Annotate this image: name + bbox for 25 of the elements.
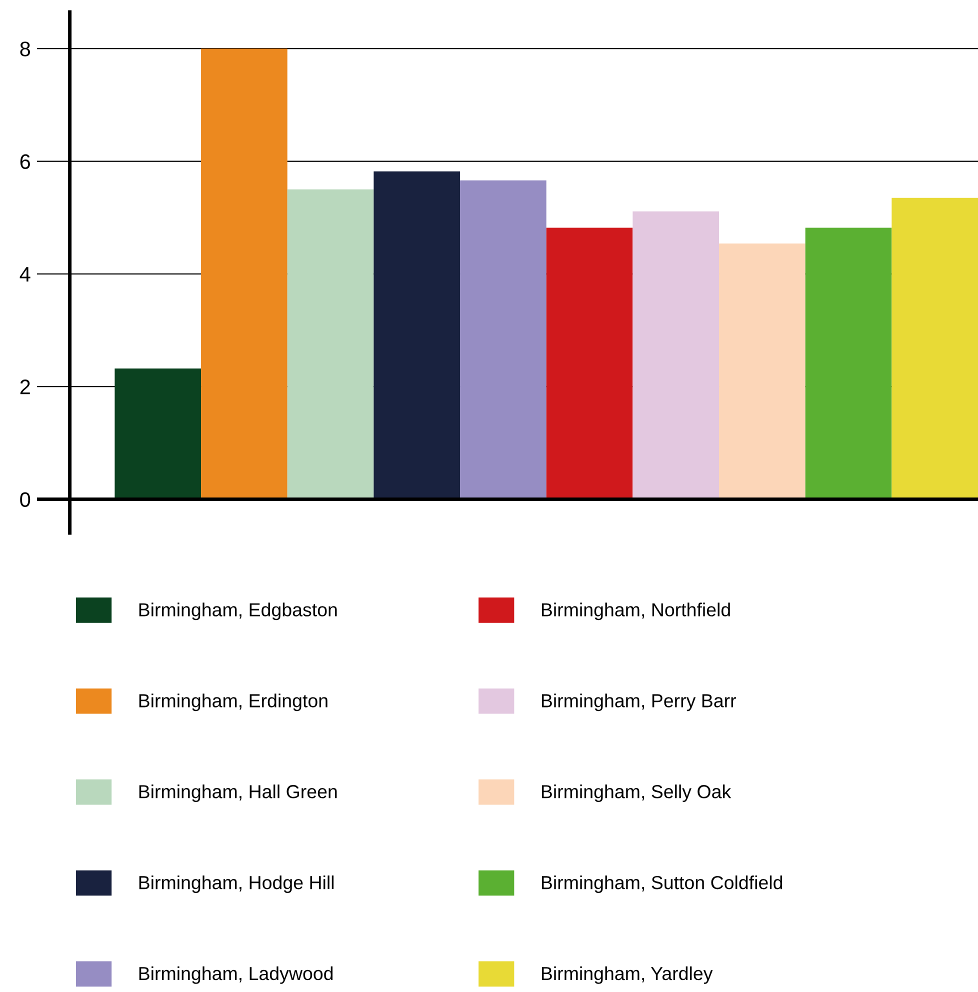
bar xyxy=(287,189,374,500)
legend-label: Birmingham, Hall Green xyxy=(139,784,337,802)
legend-label: Birmingham, Perry Barr xyxy=(542,694,736,712)
bar xyxy=(892,198,978,500)
bar xyxy=(374,171,460,500)
legend-label: Birmingham, Edgbaston xyxy=(139,602,337,620)
legend-label: Birmingham, Yardley xyxy=(542,966,713,984)
y-tick-label: 0 xyxy=(20,492,30,507)
bar xyxy=(805,228,892,500)
legend-label: Birmingham, Selly Oak xyxy=(542,784,732,802)
bar xyxy=(201,48,288,500)
y-tick-label: 2 xyxy=(20,380,30,394)
bar xyxy=(632,211,720,500)
y-tick-label: 4 xyxy=(20,267,30,282)
legend-label: Birmingham, Hodge Hill xyxy=(139,875,334,893)
legend-label: Birmingham, Sutton Coldfield xyxy=(542,875,782,893)
legend-label: Birmingham, Erdington xyxy=(139,694,328,712)
legend-label: Birmingham, Northfield xyxy=(542,602,730,620)
bar xyxy=(460,180,546,500)
bar xyxy=(114,368,202,500)
legend-label: Birmingham, Ladywood xyxy=(139,966,333,984)
y-tick-label: 6 xyxy=(20,154,30,170)
bar xyxy=(719,243,806,500)
y-tick-label: 8 xyxy=(20,42,30,56)
bar xyxy=(546,228,633,500)
